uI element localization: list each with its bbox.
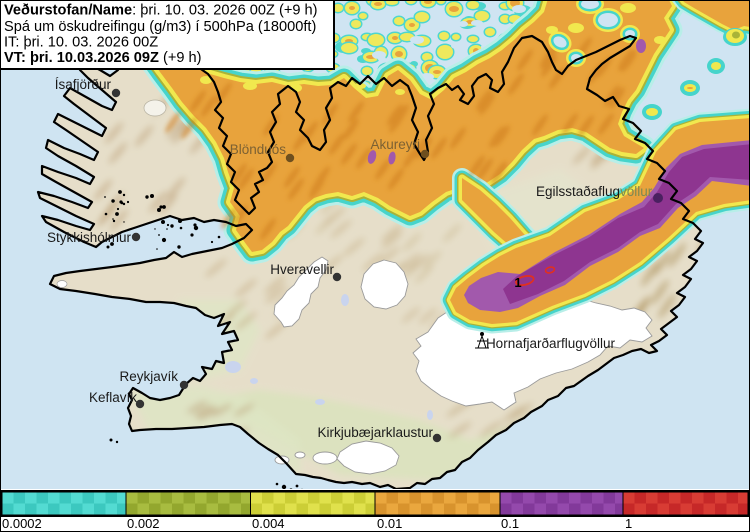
svg-text:0.1: 0.1 xyxy=(501,516,519,531)
svg-text:völlur: völlur xyxy=(620,184,653,199)
svg-text:Blönduós: Blönduós xyxy=(230,142,287,157)
svg-text:1: 1 xyxy=(514,275,521,290)
svg-text:0.002: 0.002 xyxy=(127,516,160,531)
svg-text:1: 1 xyxy=(625,516,632,531)
svg-text:Hveravellir: Hveravellir xyxy=(270,262,334,277)
svg-text:Ísafjörður: Ísafjörður xyxy=(55,77,112,92)
svg-text:Hornafjarðarflugvöllur: Hornafjarðarflugvöllur xyxy=(486,336,616,351)
svg-text:Veðurstofan/Name: þri. 10. 03.: Veðurstofan/Name: þri. 10. 03. 2026 00Z … xyxy=(4,3,318,19)
svg-text:0.0002: 0.0002 xyxy=(2,516,42,531)
svg-text:Reykjavík: Reykjavík xyxy=(119,369,178,384)
svg-text:IT: þri. 10. 03. 2026 00Z: IT: þri. 10. 03. 2026 00Z xyxy=(4,35,158,51)
svg-text:Spá um öskudreifingu (g/m3) í: Spá um öskudreifingu (g/m3) í 500hPa (18… xyxy=(4,19,316,35)
svg-text:VT: þri. 10.03.2026 09Z (+9 h): VT: þri. 10.03.2026 09Z (+9 h) xyxy=(4,50,202,66)
svg-text:0.01: 0.01 xyxy=(377,516,402,531)
svg-text:Keflavík: Keflavík xyxy=(89,390,137,405)
svg-text:0.004: 0.004 xyxy=(252,516,285,531)
svg-text:Stykkishólmur: Stykkishólmur xyxy=(47,230,132,245)
svg-text:Egilsstaðaflug: Egilsstaðaflug xyxy=(536,184,620,199)
svg-text:Kirkjubæjarklaustur: Kirkjubæjarklaustur xyxy=(317,425,433,440)
svg-text:Akureyri: Akureyri xyxy=(370,137,420,152)
